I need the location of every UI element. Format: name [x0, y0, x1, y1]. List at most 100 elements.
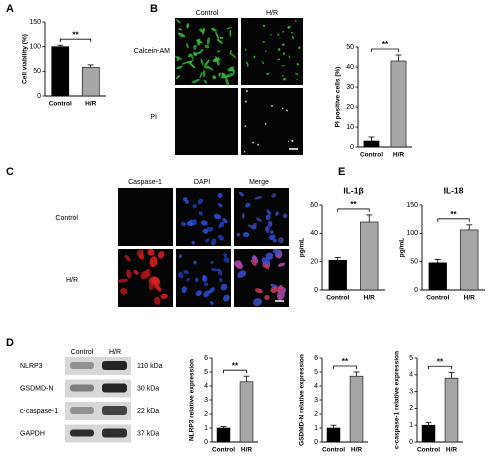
size-label: 30 kDa: [137, 385, 159, 392]
cell: [220, 283, 228, 291]
cell: [174, 55, 183, 60]
cell: [210, 260, 214, 265]
cell: [296, 63, 300, 66]
cell: [272, 238, 277, 243]
y-tick-label: 5: [204, 369, 208, 376]
cell: [237, 270, 247, 278]
bar: [428, 262, 447, 291]
cell: [157, 251, 165, 259]
row-label: PI: [150, 114, 157, 121]
cell: [148, 282, 155, 291]
cell: [160, 293, 168, 300]
bar: [349, 375, 364, 443]
x-tick-label: Control: [212, 447, 235, 454]
cell: [210, 238, 217, 246]
cell: [245, 202, 251, 208]
cell: [254, 288, 263, 294]
cell: [188, 53, 192, 58]
y-tick-label: 40: [310, 230, 318, 237]
cell: [245, 90, 248, 93]
y-tick-label: 0: [350, 144, 354, 151]
cell: [253, 55, 256, 59]
cell: [147, 248, 155, 256]
cell: [191, 78, 200, 84]
x-tick-label: H/R: [393, 152, 405, 159]
cell: [277, 33, 280, 36]
bar: [360, 221, 379, 291]
cell: [190, 54, 194, 60]
micrograph: [175, 88, 238, 155]
cell: [278, 237, 284, 244]
cell: [216, 39, 224, 44]
panel-label: B: [150, 3, 158, 15]
y-tick-label: 20: [346, 104, 354, 111]
cell: [218, 221, 225, 229]
cell: [178, 254, 182, 259]
cell: [203, 290, 210, 298]
cell: [270, 283, 280, 289]
cell: [291, 36, 294, 39]
cell: [208, 287, 215, 294]
y-axis-label: c-caspase-1 relative expression: [394, 351, 401, 449]
cell: [296, 78, 298, 80]
size-label: 110 kDa: [137, 363, 163, 370]
y-tick-label: 0: [314, 287, 318, 294]
cell: [219, 36, 224, 39]
cell: [223, 252, 227, 258]
cell: [216, 50, 221, 53]
cell: [176, 65, 183, 70]
cell: [225, 27, 233, 30]
cell: [200, 220, 208, 226]
panel-label: E: [338, 166, 345, 178]
bar: [421, 424, 436, 443]
cell: [120, 287, 128, 295]
bar: [363, 140, 380, 148]
cell: [271, 104, 273, 107]
cell: [188, 62, 196, 69]
cell: [220, 75, 230, 79]
cell: [242, 231, 250, 238]
cell: [275, 211, 279, 216]
blot-band: [70, 362, 94, 369]
cell: [183, 269, 189, 275]
cell: [225, 77, 229, 86]
y-axis-label: pg/mL: [299, 238, 306, 258]
cell: [244, 125, 247, 128]
cell: [178, 271, 184, 279]
size-label: 37 kDa: [137, 430, 159, 437]
cell: [216, 61, 220, 66]
cell: [204, 65, 210, 69]
cell: [253, 298, 262, 307]
y-tick-label: 60: [310, 202, 318, 209]
cell: [193, 260, 197, 265]
significance-label: **: [350, 200, 357, 209]
blot-band: [102, 428, 127, 438]
cell: [182, 197, 188, 202]
cell: [264, 50, 267, 52]
cell: [154, 296, 161, 305]
cell: [230, 66, 235, 74]
y-tick-label: 3: [409, 388, 413, 395]
cell: [217, 268, 223, 276]
y-tick-label: 2: [204, 411, 208, 418]
y-tick-label: 2: [409, 405, 413, 412]
y-tick-label: 3: [314, 397, 318, 404]
y-tick-label: 4: [314, 383, 318, 390]
cell: [282, 30, 285, 33]
cell: [267, 220, 273, 227]
cell: [199, 71, 203, 79]
y-tick-label: 3: [204, 397, 208, 404]
cell: [282, 78, 286, 81]
cell: [186, 43, 189, 49]
cell: [210, 268, 219, 272]
cell: [140, 270, 149, 280]
cell: [199, 28, 204, 33]
cell: [124, 255, 131, 262]
bar: [444, 377, 459, 443]
cell: [186, 221, 193, 226]
x-tick-label: Control: [322, 447, 345, 454]
column-header: Control: [71, 349, 94, 356]
cell: [243, 150, 246, 153]
x-tick-label: Control: [426, 295, 449, 302]
